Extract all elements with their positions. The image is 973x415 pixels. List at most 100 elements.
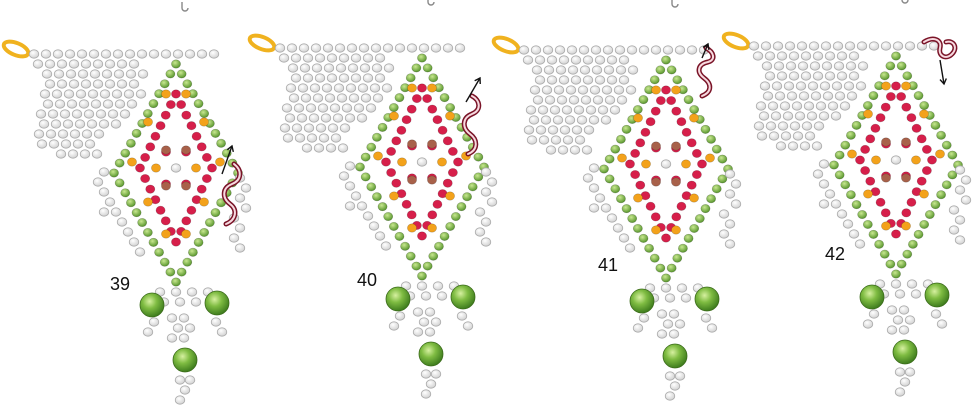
seed-bead (344, 181, 356, 191)
seed-bead (624, 243, 636, 253)
direction-arrow-icon (701, 43, 709, 59)
seed-bead (418, 317, 430, 327)
seed-bead (798, 91, 810, 101)
seed-bead (362, 73, 374, 83)
red-bead (625, 159, 635, 169)
step-number-42: 42 (825, 244, 846, 264)
seed-bead (894, 367, 906, 377)
green-outline-bead (941, 140, 952, 150)
seed-bead (313, 143, 325, 153)
green-outline-bead (383, 212, 394, 222)
green-outline-bead (846, 130, 856, 140)
red-bead (391, 178, 402, 188)
seed-bead (880, 41, 892, 51)
seed-bead (32, 59, 44, 69)
green-drop-bead (450, 284, 476, 310)
red-bead (650, 106, 661, 116)
seed-bead (618, 55, 630, 65)
seed-bead (240, 203, 252, 213)
seed-bead (807, 81, 819, 91)
orange-bead (705, 153, 715, 163)
seed-bead (107, 109, 119, 119)
seed-bead (116, 217, 128, 227)
seed-bead (320, 113, 332, 123)
seed-bead (638, 313, 650, 323)
seed-bead (338, 73, 350, 83)
green-outline-bead (417, 271, 427, 281)
green-outline-bead (434, 241, 444, 251)
seed-bead (724, 169, 736, 179)
seed-bead (531, 65, 543, 75)
red-bead (916, 134, 927, 144)
seed-bead (81, 129, 93, 139)
brown-bead (651, 177, 661, 187)
seed-bead (886, 325, 898, 335)
seed-bead (374, 53, 386, 63)
seed-bead (442, 43, 454, 53)
seed-bead (306, 133, 318, 143)
seed-bead (606, 55, 618, 65)
brown-bead (427, 175, 437, 185)
seed-bead (910, 289, 922, 299)
green-outline-bead (711, 184, 722, 194)
seed-bead (545, 145, 557, 155)
seed-bead (845, 61, 857, 71)
brown-bead (881, 173, 891, 183)
seed-bead (78, 99, 90, 109)
seed-bead (771, 81, 783, 91)
orange-bead (651, 85, 661, 95)
green-outline-bead (834, 150, 845, 160)
green-outline-bead (120, 188, 131, 198)
seed-bead (541, 85, 553, 95)
seed-bead (420, 369, 432, 379)
green-drop-bead (139, 292, 165, 318)
seed-bead (480, 217, 492, 227)
seed-bead (818, 111, 830, 121)
seed-bead (538, 135, 550, 145)
seed-bead (669, 381, 681, 391)
seed-bead (748, 41, 760, 51)
seed-bead (125, 69, 137, 79)
seed-bead (190, 297, 202, 307)
red-bead (181, 110, 192, 120)
seed-bead (898, 325, 910, 335)
red-bead (160, 216, 171, 226)
seed-bead (294, 133, 306, 143)
seed-bead (137, 69, 149, 79)
orange-bead (437, 157, 447, 167)
seed-bead (824, 51, 836, 61)
green-outline-bead (120, 148, 131, 158)
seed-bead (936, 319, 948, 329)
seed-bead (774, 91, 786, 101)
thread-path-icon (696, 45, 716, 99)
seed-bead (904, 41, 916, 51)
seed-bead (590, 45, 602, 55)
seed-bead (594, 55, 606, 65)
seed-bead (321, 83, 333, 93)
seed-bead (56, 79, 68, 89)
seed-bead (765, 121, 777, 131)
red-bead (207, 163, 217, 173)
seed-bead (299, 63, 311, 73)
seed-bead (297, 83, 309, 93)
brown-bead (181, 181, 191, 191)
seed-bead (542, 45, 554, 55)
red-bead (196, 184, 207, 194)
seed-bead (555, 65, 567, 75)
green-outline-bead (891, 269, 901, 279)
seed-bead (314, 73, 326, 83)
seed-bead (116, 79, 128, 89)
seed-bead (582, 75, 594, 85)
seed-bead (64, 49, 76, 59)
seed-bead (580, 95, 592, 105)
red-bead (381, 157, 391, 167)
seed-bead (820, 41, 832, 51)
red-bead (891, 81, 901, 91)
seed-bead (730, 199, 742, 209)
seed-bead (424, 327, 436, 337)
seed-bead (804, 131, 816, 141)
seed-bead (783, 81, 795, 91)
seed-bead (606, 213, 618, 223)
red-bead (630, 148, 641, 158)
green-outline-bead (400, 241, 410, 251)
